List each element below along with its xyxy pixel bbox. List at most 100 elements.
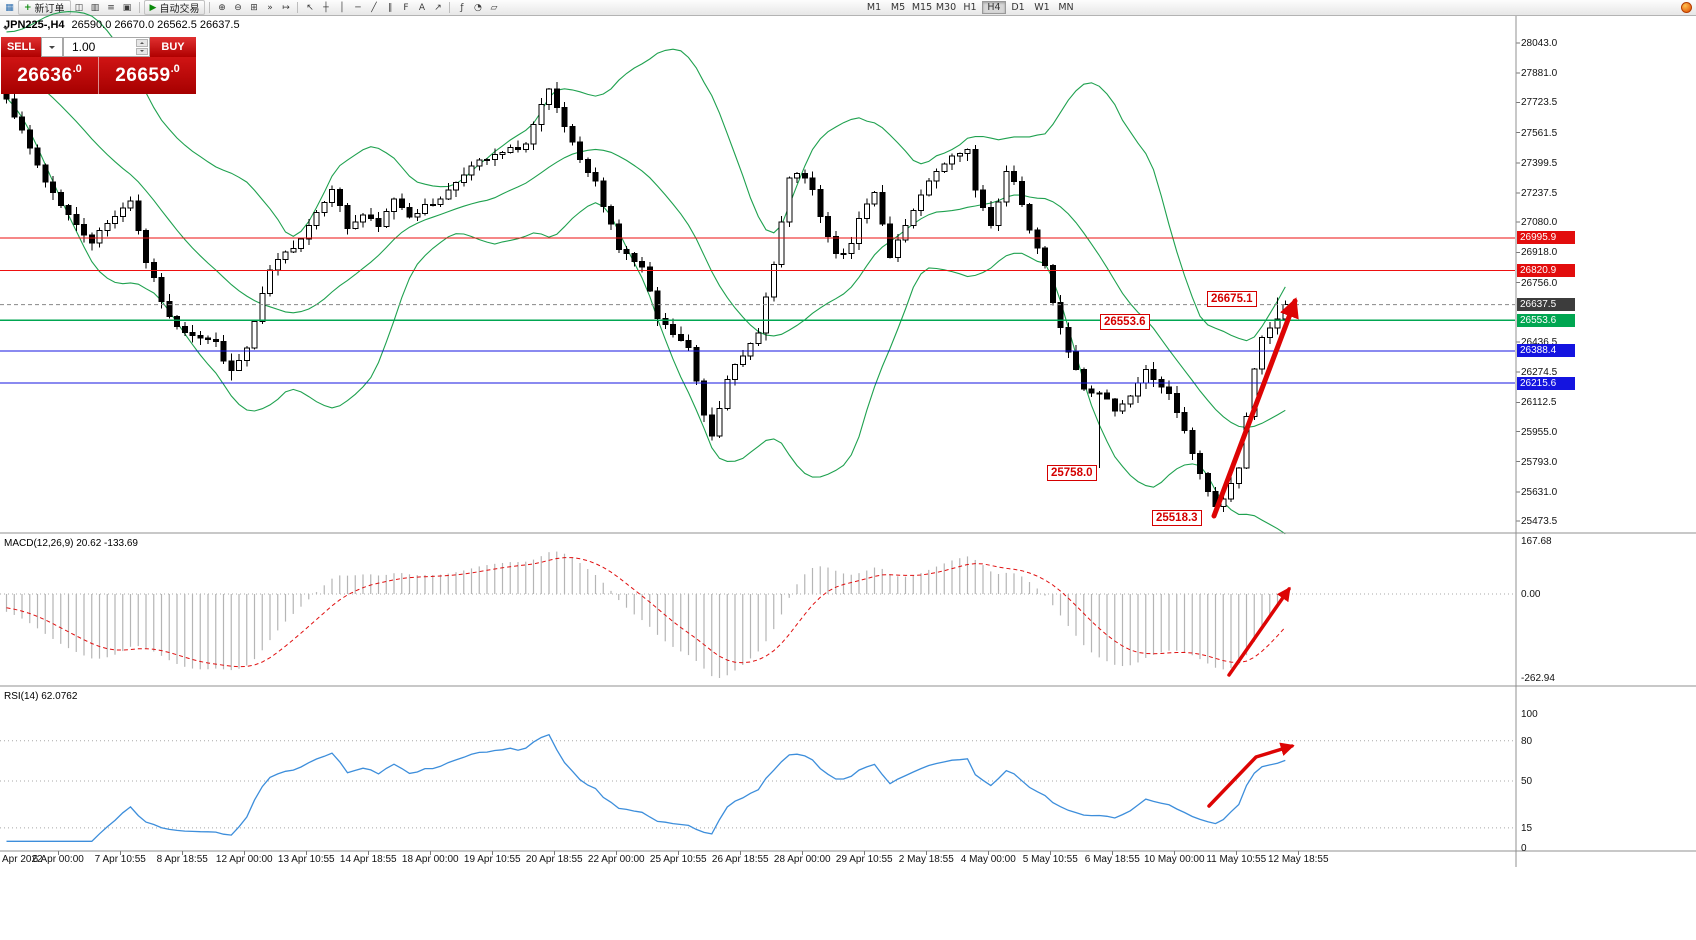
price-axis-tick: 25631.0 xyxy=(1521,486,1558,498)
price-axis-tick: 26756.0 xyxy=(1521,277,1558,289)
sell-price[interactable]: 26636.0 xyxy=(1,57,99,94)
periods-icon[interactable]: ◔ xyxy=(470,1,485,14)
price-axis-tick: 27561.5 xyxy=(1521,127,1558,139)
time-axis-label: 5 May 10:55 xyxy=(1022,854,1078,865)
macd-axis-label: 0.00 xyxy=(1521,589,1541,600)
high-value: 26670.0 xyxy=(114,19,155,31)
auto-trading-icon: ▶ xyxy=(149,2,157,13)
chart-shift-icon: ↦ xyxy=(282,2,290,13)
timeframe-mn[interactable]: MN xyxy=(1058,2,1074,13)
alert-icon[interactable] xyxy=(1681,2,1692,13)
price-axis-tick: 27399.5 xyxy=(1521,157,1558,169)
time-axis-label: 12 May 18:55 xyxy=(1267,854,1329,865)
navigator-icon[interactable]: ≡ xyxy=(104,1,119,14)
arrows-icon: ↗ xyxy=(434,2,442,13)
price-axis-tick: 26274.5 xyxy=(1521,367,1558,379)
zoom-in-icon[interactable]: ⊕ xyxy=(214,1,229,14)
timeframe-m30[interactable]: M30 xyxy=(935,2,957,13)
buy-price-dec: .0 xyxy=(170,63,180,75)
auto-trading-button[interactable]: ▶ 自动交易 xyxy=(143,0,206,15)
price-axis-tick: 26918.0 xyxy=(1521,247,1558,259)
market-watch-icon[interactable]: ▥ xyxy=(88,1,103,14)
toolbar-separator xyxy=(449,2,451,13)
auto-scroll-icon: » xyxy=(267,2,273,13)
timeframe-w1[interactable]: W1 xyxy=(1034,2,1050,13)
volume-dropdown[interactable] xyxy=(41,37,63,57)
time-axis-label: 28 Apr 00:00 xyxy=(773,854,831,865)
channel-icon: ∥ xyxy=(387,2,393,13)
timeframe-m15[interactable]: M15 xyxy=(911,2,933,13)
time-axis-label: 12 Apr 00:00 xyxy=(215,854,273,865)
indicators-icon[interactable]: ƒ xyxy=(454,1,469,14)
chart-ohlc-label: JPN225-,H4 26590.0 26670.0 26562.5 26637.5 xyxy=(4,19,243,31)
chart-profiles-icon: ◫ xyxy=(74,2,84,13)
macd-name: MACD(12,26,9) xyxy=(4,538,74,549)
timeframe-h4[interactable]: H4 xyxy=(982,1,1006,14)
auto-trading-label: 自动交易 xyxy=(159,4,200,15)
toolbar-separator xyxy=(297,2,299,13)
price-callout[interactable]: 25758.0 xyxy=(1047,465,1097,481)
new-chart-icon[interactable]: ▦ xyxy=(2,1,17,14)
rsi-axis-label: 50 xyxy=(1521,776,1533,787)
rsi-name: RSI(14) xyxy=(4,691,39,702)
cursor-icon: ↖ xyxy=(306,2,314,13)
navigator-icon: ≡ xyxy=(107,2,115,13)
vertical-line-icon: │ xyxy=(339,2,345,13)
time-axis-label: 11 May 10:55 xyxy=(1206,854,1267,865)
macd-values: 20.62 -133.69 xyxy=(76,538,138,549)
fibonacci-icon[interactable]: F xyxy=(398,1,413,14)
time-axis-label: 6 Apr 00:00 xyxy=(32,854,84,865)
open-value: 26590.0 xyxy=(71,19,112,31)
price-callout[interactable]: 25518.3 xyxy=(1152,510,1202,526)
timeframe-d1[interactable]: D1 xyxy=(1011,2,1025,13)
rsi-axis-label: 0 xyxy=(1521,843,1527,854)
crosshair-icon[interactable]: ┼ xyxy=(318,1,333,14)
buy-price-main: 26659 xyxy=(115,64,171,86)
sell-button[interactable]: SELL xyxy=(1,37,41,57)
chart-shift-icon[interactable]: ↦ xyxy=(278,1,293,14)
price-callout[interactable]: 26675.1 xyxy=(1207,291,1257,307)
auto-scroll-icon[interactable]: » xyxy=(262,1,277,14)
buy-price[interactable]: 26659.0 xyxy=(99,57,196,94)
price-axis-tick: 28043.0 xyxy=(1521,38,1558,50)
chart-profiles-icon[interactable]: ◫ xyxy=(72,1,87,14)
text-icon[interactable]: A xyxy=(414,1,429,14)
trendline-icon: ╱ xyxy=(371,2,377,13)
terminal-icon[interactable]: ▣ xyxy=(120,1,135,14)
trendline-icon[interactable]: ╱ xyxy=(366,1,381,14)
buy-button[interactable]: BUY xyxy=(150,37,196,57)
price-level-badge-blue: 26215.6 xyxy=(1517,376,1575,390)
arrows-icon[interactable]: ↗ xyxy=(430,1,445,14)
volume-value: 1.00 xyxy=(72,40,96,54)
volume-input[interactable]: 1.00 xyxy=(63,37,150,57)
time-axis-label: 29 Apr 10:55 xyxy=(835,854,893,865)
tile-windows-icon[interactable]: ⊞ xyxy=(246,1,261,14)
timeframe-h1[interactable]: H1 xyxy=(963,2,977,13)
new-order-button[interactable]: + 新订单 xyxy=(18,0,71,15)
price-axis-tick: 25955.0 xyxy=(1521,426,1558,438)
close-value: 26637.5 xyxy=(199,19,240,31)
rsi-axis-label: 100 xyxy=(1521,709,1538,720)
price-level-badge-red: 26995.9 xyxy=(1517,231,1575,245)
price-level-badge-red: 26820.9 xyxy=(1517,263,1575,277)
volume-down-icon[interactable] xyxy=(136,47,148,55)
time-axis-label: 8 Apr 18:55 xyxy=(156,854,208,865)
vertical-line-icon[interactable]: │ xyxy=(334,1,349,14)
timeframe-m1[interactable]: M1 xyxy=(866,2,882,13)
zoom-out-icon[interactable]: ⊖ xyxy=(230,1,245,14)
price-level-badge-bid: 26637.5 xyxy=(1517,298,1575,312)
templates-icon[interactable]: ▱ xyxy=(486,1,501,14)
price-callout[interactable]: 26553.6 xyxy=(1100,314,1150,330)
volume-up-icon[interactable] xyxy=(136,39,148,47)
cursor-icon[interactable]: ↖ xyxy=(302,1,317,14)
channel-icon[interactable]: ∥ xyxy=(382,1,397,14)
chevron-down-icon xyxy=(49,45,55,52)
time-axis-label: Apr 2022 xyxy=(2,854,43,865)
sell-price-main: 26636 xyxy=(17,64,73,86)
horizontal-line-icon[interactable]: ─ xyxy=(350,1,365,14)
time-axis-label: 2 May 18:55 xyxy=(898,854,954,865)
time-axis-label: 19 Apr 10:55 xyxy=(463,854,521,865)
horizontal-line-icon: ─ xyxy=(355,2,361,13)
timeframe-m5[interactable]: M5 xyxy=(890,2,906,13)
